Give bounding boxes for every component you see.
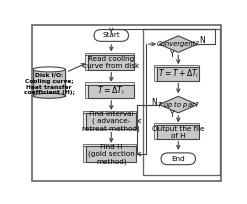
Bar — [85, 52, 134, 55]
Text: Start: Start — [103, 32, 120, 39]
Bar — [143, 29, 220, 175]
FancyBboxPatch shape — [94, 30, 128, 41]
Text: $T = T + \Delta T_i$: $T = T + \Delta T_i$ — [158, 68, 199, 80]
Text: Output the file
of H: Output the file of H — [152, 126, 205, 139]
Bar — [157, 67, 199, 81]
Polygon shape — [33, 69, 65, 96]
FancyBboxPatch shape — [161, 153, 196, 165]
Ellipse shape — [33, 93, 65, 98]
Polygon shape — [159, 36, 197, 52]
Ellipse shape — [33, 67, 65, 72]
Bar — [157, 125, 199, 139]
Bar — [154, 125, 157, 139]
Text: $T = \Delta T_i$: $T = \Delta T_i$ — [97, 85, 125, 98]
Bar — [83, 146, 86, 162]
Bar — [83, 144, 136, 146]
Bar — [83, 113, 86, 129]
Text: Y: Y — [170, 50, 175, 59]
Polygon shape — [159, 96, 197, 113]
Bar — [154, 65, 199, 67]
Bar — [86, 146, 136, 162]
Text: Disk I/O:
Cooling curve;
Heat transfer
coefficient (H);: Disk I/O: Cooling curve; Heat transfer c… — [24, 73, 75, 95]
Bar — [85, 85, 88, 98]
Text: $T$ up to par?: $T$ up to par? — [157, 99, 200, 110]
Text: Convergent?: Convergent? — [157, 41, 200, 47]
Bar — [154, 67, 157, 81]
Text: End: End — [171, 156, 185, 162]
Bar — [85, 82, 134, 85]
Bar — [88, 85, 134, 98]
Bar — [85, 55, 88, 70]
Bar — [86, 113, 136, 129]
Text: Read cooling
curve from disk: Read cooling curve from disk — [83, 56, 139, 69]
Text: Y: Y — [170, 110, 175, 119]
Bar — [154, 123, 199, 125]
Text: N: N — [199, 37, 205, 45]
Bar — [33, 69, 65, 96]
Text: N: N — [151, 98, 157, 107]
Bar — [83, 111, 136, 113]
Text: Find H
(gold section
method): Find H (gold section method) — [88, 144, 135, 165]
Bar — [88, 55, 134, 70]
Text: Find interval
( advance-
retreat method): Find interval ( advance- retreat method) — [82, 111, 140, 132]
